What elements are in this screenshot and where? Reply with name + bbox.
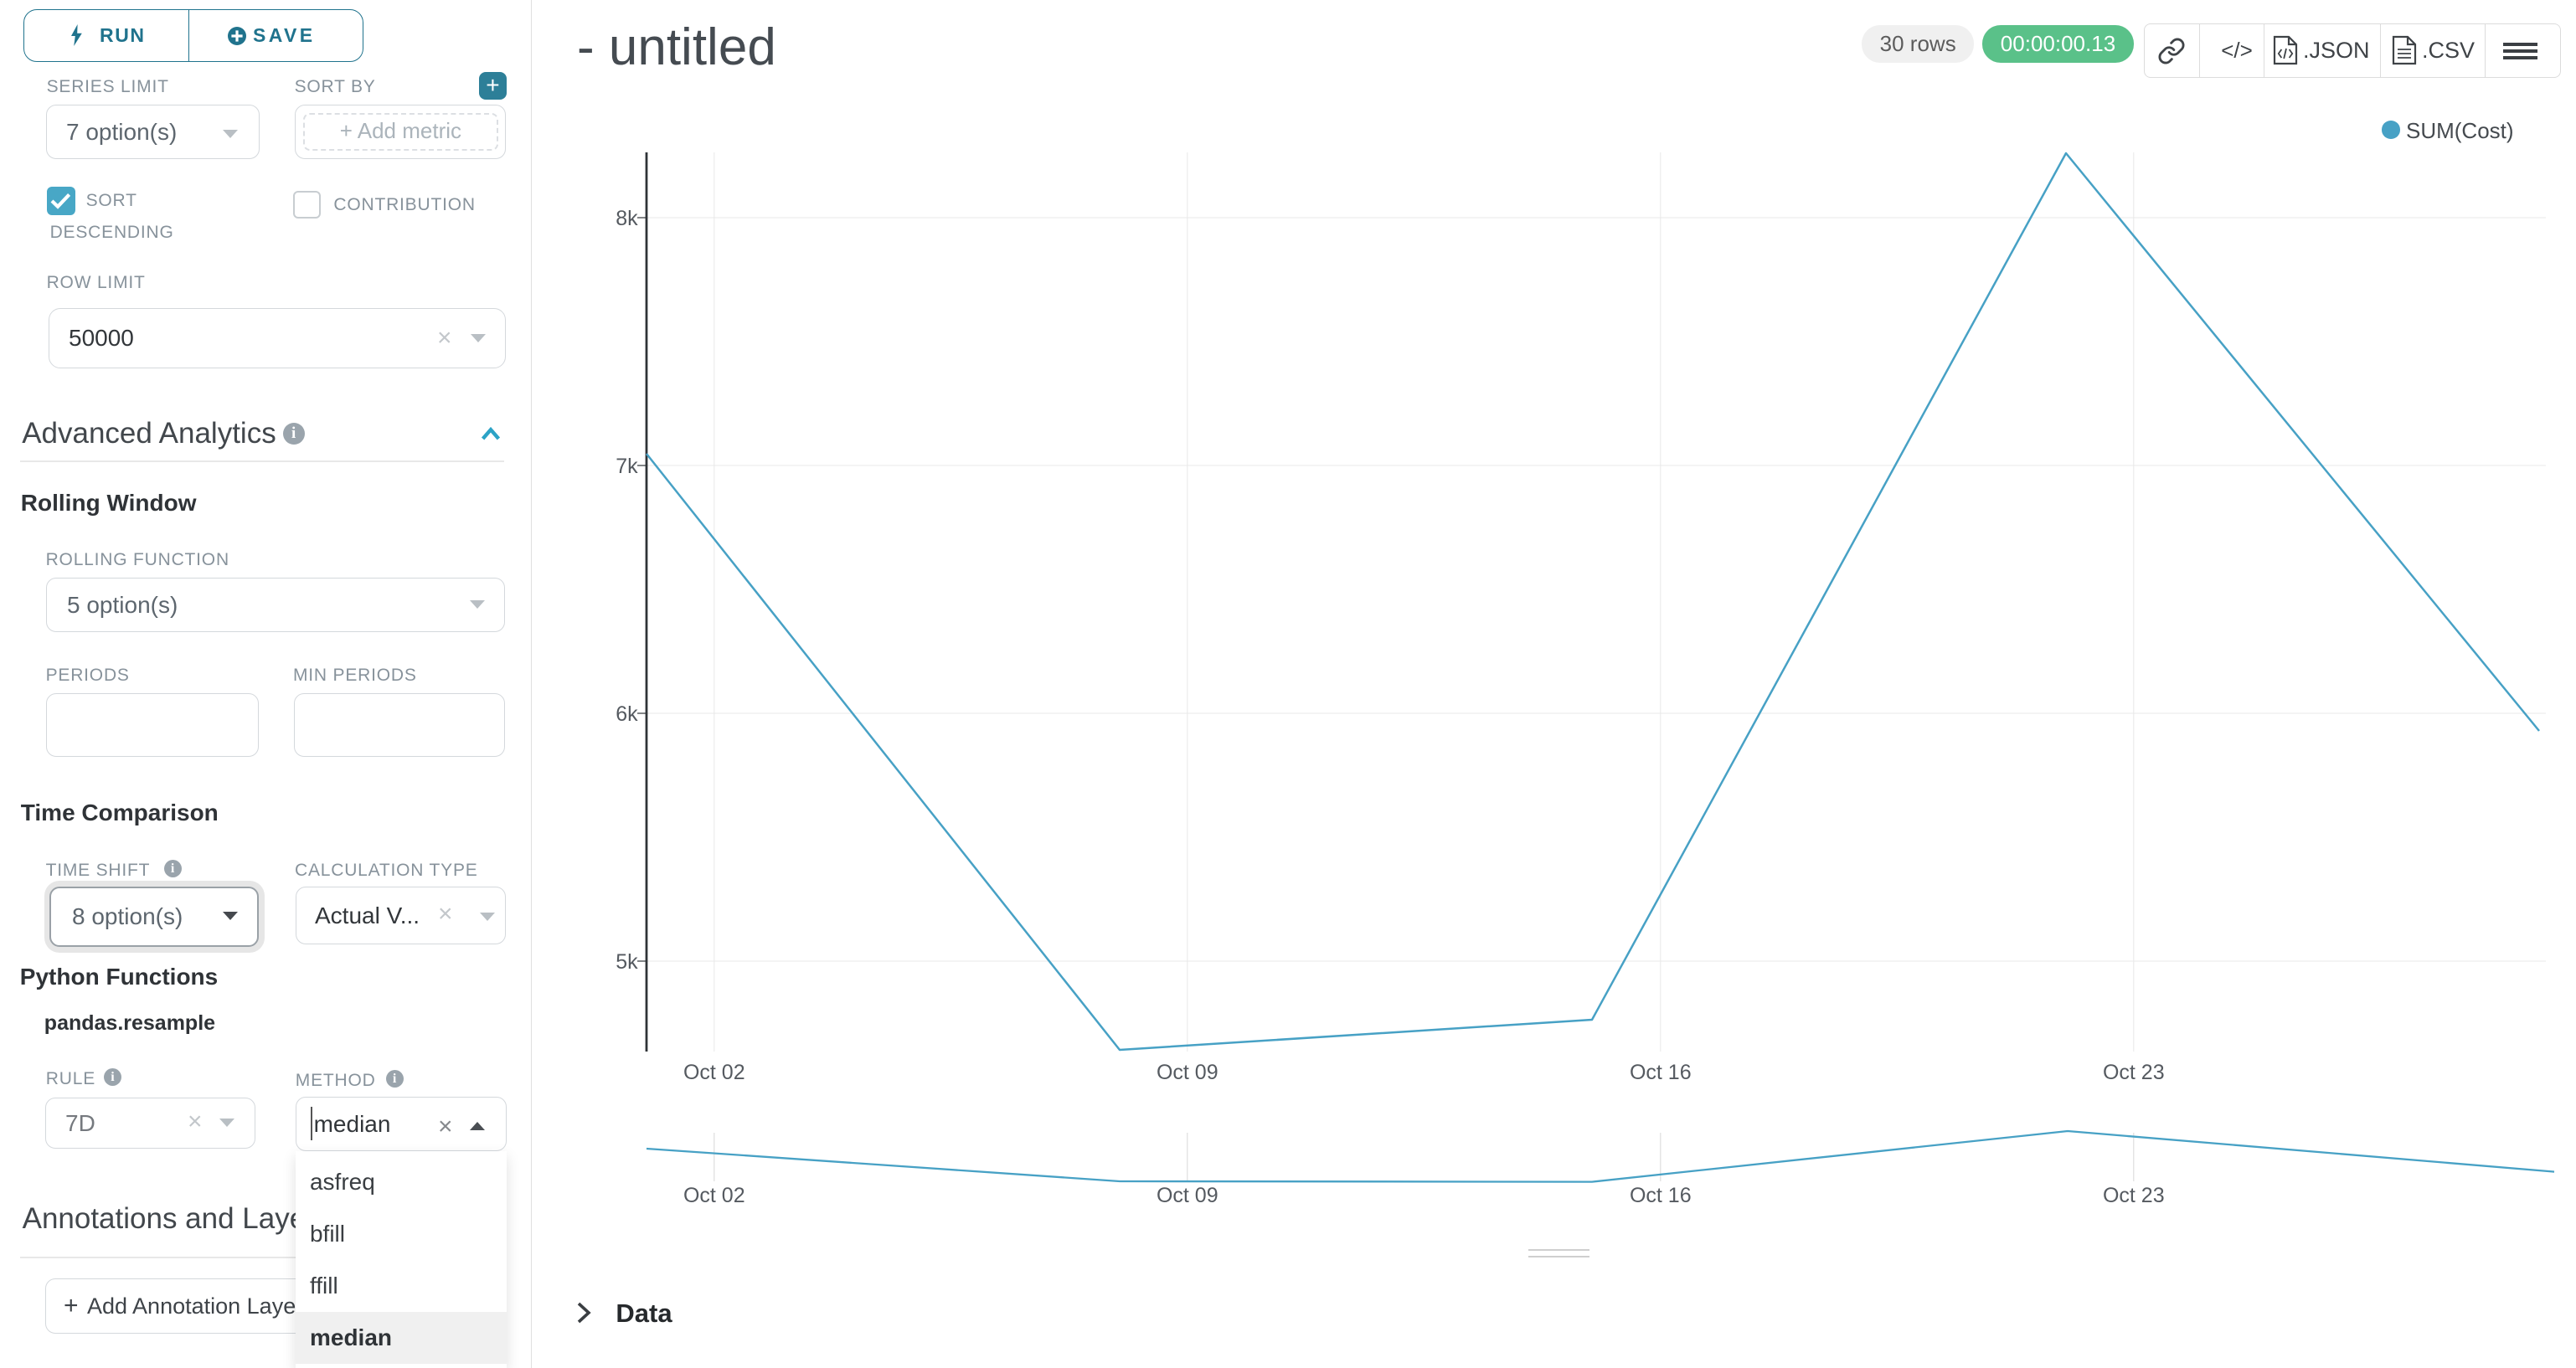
svg-text:7k: 7k [616, 455, 638, 478]
svg-text:6k: 6k [616, 702, 638, 726]
svg-text:Data: Data [616, 1299, 672, 1328]
svg-text:Oct 23: Oct 23 [2103, 1061, 2165, 1084]
svg-text:8k: 8k [616, 207, 638, 230]
svg-text:Oct 09: Oct 09 [1157, 1061, 1218, 1084]
svg-text:Oct 02: Oct 02 [683, 1184, 745, 1207]
svg-text:Oct 23: Oct 23 [2103, 1184, 2165, 1207]
svg-text:Oct 09: Oct 09 [1157, 1184, 1218, 1207]
svg-text:5k: 5k [616, 950, 638, 974]
svg-text:Oct 02: Oct 02 [683, 1061, 745, 1084]
svg-text:Oct 16: Oct 16 [1630, 1061, 1692, 1084]
svg-text:Oct 16: Oct 16 [1630, 1184, 1692, 1207]
